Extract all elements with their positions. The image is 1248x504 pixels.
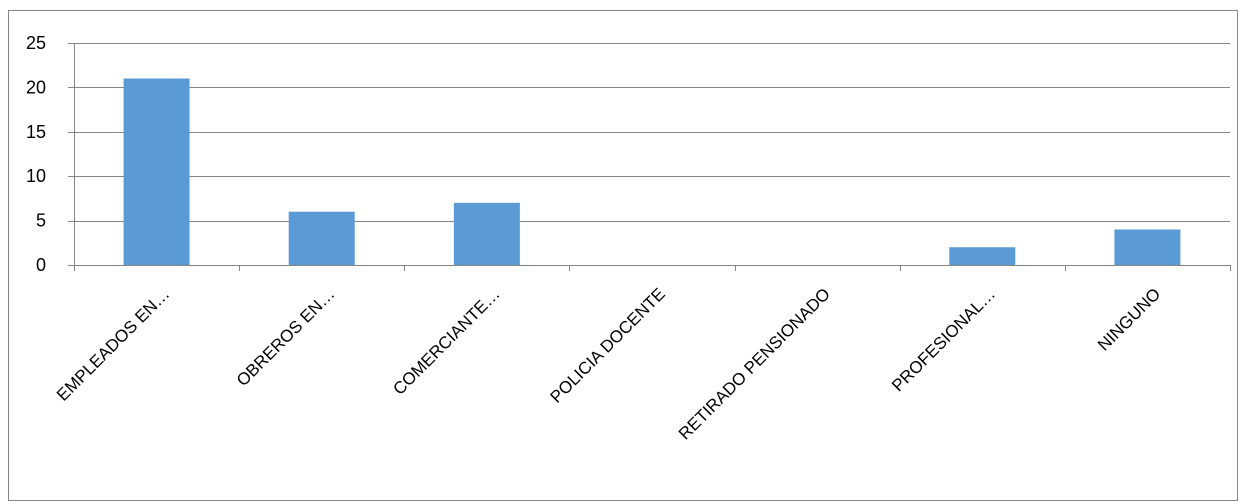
y-tick-label: 15 <box>26 122 46 142</box>
y-tick-label: 0 <box>36 255 46 275</box>
y-tick-label: 5 <box>36 211 46 231</box>
gridlines <box>74 43 1230 222</box>
y-tick-label: 25 <box>26 33 46 53</box>
bar <box>1114 229 1181 265</box>
y-tick-labels: 0 5 10 15 20 25 <box>26 33 46 275</box>
axes <box>68 43 1231 271</box>
chart-border <box>8 10 1238 501</box>
bar <box>123 78 190 266</box>
bar <box>288 211 355 265</box>
bar <box>453 202 520 265</box>
y-tick-label: 20 <box>26 77 46 97</box>
bar <box>949 247 1016 265</box>
bars <box>123 78 1181 266</box>
y-tick-label: 10 <box>26 166 46 186</box>
